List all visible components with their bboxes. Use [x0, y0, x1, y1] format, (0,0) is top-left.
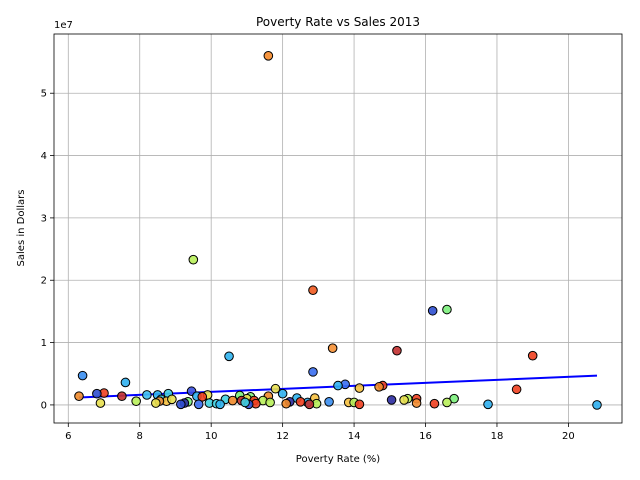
y-tick-label: 0 [41, 400, 47, 411]
data-point [92, 388, 102, 399]
y-tick-label: 5 [41, 89, 47, 100]
data-point [399, 395, 409, 405]
x-tick-label: 6 [65, 431, 71, 442]
x-tick-label: 16 [419, 431, 432, 442]
data-point [193, 399, 204, 410]
data-point [281, 398, 292, 409]
data-point [120, 377, 131, 388]
data-point [511, 384, 522, 395]
data-point [277, 388, 288, 399]
data-point [386, 395, 397, 405]
data-point [308, 367, 318, 377]
data-point [263, 51, 274, 61]
data-point [74, 391, 84, 401]
data-point [324, 397, 334, 407]
chart-title: Poverty Rate vs Sales 2013 [256, 15, 420, 29]
data-point [151, 398, 161, 408]
data-point [308, 285, 318, 296]
x-tick-label: 12 [276, 431, 289, 442]
data-point [442, 397, 452, 408]
y-tick-label: 2 [41, 276, 47, 287]
data-point [333, 380, 343, 391]
y-tick-label: 1 [41, 338, 47, 349]
y-axis-label: Sales in Dollars [16, 190, 27, 267]
data-point [265, 397, 275, 408]
data-point [227, 395, 238, 406]
data-point [95, 398, 106, 408]
data-point [592, 400, 602, 410]
data-point [354, 383, 365, 393]
data-point [188, 254, 199, 265]
data-point [304, 399, 315, 410]
x-axis-label: Poverty Rate (%) [296, 454, 381, 465]
data-point [327, 343, 338, 353]
data-point [131, 396, 141, 406]
x-axis-ticks: 6 8 10 12 14 16 18 20 [65, 423, 575, 442]
x-tick-label: 8 [137, 431, 143, 442]
data-point [117, 391, 127, 401]
data-point [527, 350, 538, 361]
data-point [224, 351, 234, 362]
data-point [270, 383, 281, 394]
y-axis-ticks: 0 1 2 3 4 5 [41, 89, 54, 411]
data-point [483, 399, 493, 410]
data-point [392, 345, 402, 356]
data-point [215, 399, 225, 410]
data-point [167, 394, 177, 405]
data-point [240, 397, 250, 408]
x-tick-label: 10 [205, 431, 218, 442]
y-tick-label: 3 [41, 213, 47, 224]
data-point [176, 399, 186, 410]
data-point [411, 398, 422, 408]
data-point [374, 382, 384, 392]
data-point [354, 399, 365, 410]
data-point [429, 398, 440, 409]
x-tick-label: 18 [491, 431, 504, 442]
data-point [77, 370, 88, 381]
x-tick-label: 14 [348, 431, 361, 442]
x-tick-label: 20 [562, 431, 575, 442]
y-scale-note: 1e7 [54, 20, 73, 31]
data-point [442, 304, 452, 315]
grid [54, 34, 622, 423]
points-layer [74, 51, 602, 410]
data-point [142, 390, 152, 400]
plot-frame [53, 33, 623, 424]
data-point [427, 305, 438, 316]
y-tick-label: 4 [41, 151, 47, 162]
data-point [295, 397, 306, 407]
